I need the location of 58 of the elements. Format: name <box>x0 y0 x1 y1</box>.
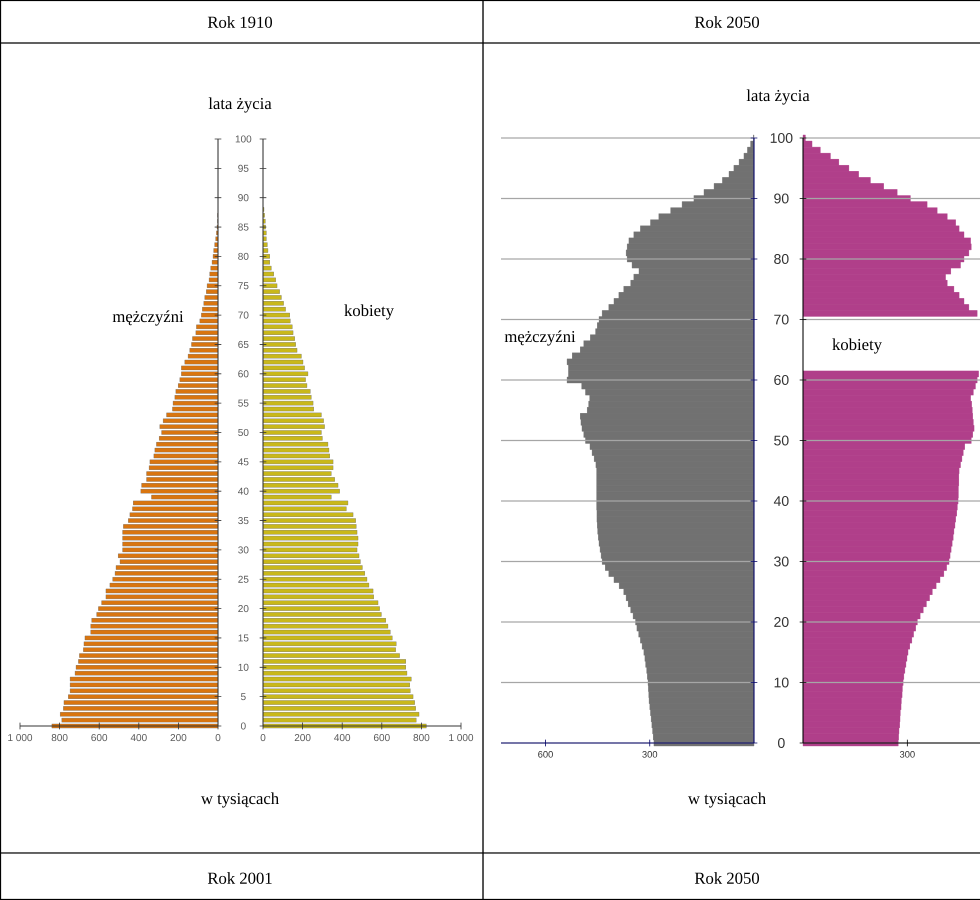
y-tick-label: 10 <box>774 678 789 688</box>
y-tick-label: 10 <box>238 664 248 671</box>
y-tick-label: 5 <box>240 693 246 700</box>
text: kobiety <box>344 304 394 320</box>
series-label: mężczyźni <box>504 330 576 346</box>
x-tick-label: 800 <box>414 734 430 742</box>
x-tick-label: 0 <box>260 734 266 742</box>
y-tick-label: 100 <box>770 133 792 143</box>
x-tick-label: 600 <box>91 734 108 742</box>
y-tick-label: 60 <box>774 375 789 385</box>
x-tick-label: 300 <box>900 751 915 758</box>
x-tick-label: 300 <box>642 751 658 758</box>
y-tick-label: 100 <box>236 135 252 143</box>
y-tick-label: 60 <box>238 370 248 378</box>
y-tick-label: 0 <box>240 722 246 730</box>
y-tick-label: 95 <box>238 164 248 172</box>
y-tick-label: 25 <box>238 576 248 583</box>
y-tick-label: 90 <box>238 194 248 202</box>
y-tick-label: 45 <box>238 458 248 466</box>
y-tick-label: 20 <box>774 617 789 627</box>
y-tick-label: 30 <box>774 556 789 566</box>
x-tick-label: 400 <box>334 734 350 742</box>
series-label: kobiety <box>832 338 882 354</box>
text: Rok 2050 <box>694 872 760 884</box>
x-tick-label: 800 <box>52 734 68 742</box>
x-tick-label: 1 000 <box>449 734 474 742</box>
y-axis-title: lata życia <box>746 89 810 105</box>
x-tick-label: 0 <box>216 734 220 742</box>
x-tick-label: 200 <box>170 734 186 742</box>
y-tick-label: 80 <box>774 254 789 264</box>
y-tick-label: 40 <box>238 488 248 495</box>
y-tick-label: 15 <box>238 634 248 642</box>
text: Rok 2001 <box>208 872 272 884</box>
chart-title: Rok 1910 <box>208 16 272 28</box>
chart-title: Rok 2050 <box>694 16 760 28</box>
y-tick-label: 20 <box>238 605 248 612</box>
x-tick-label: 400 <box>130 734 147 742</box>
y-tick-label: 75 <box>238 282 248 290</box>
y-tick-label: 50 <box>774 436 789 446</box>
x-tick-label: 200 <box>294 734 311 742</box>
x-tick-label: 600 <box>538 751 553 758</box>
y-tick-label: 80 <box>238 252 248 260</box>
y-tick-label: 70 <box>774 314 789 324</box>
x-axis-title: w tysiącach <box>688 792 766 808</box>
series-label: mężczyźni <box>112 310 184 326</box>
y-tick-label: 90 <box>774 194 789 204</box>
y-tick-label: 85 <box>238 224 248 231</box>
y-axis-title: lata życia <box>208 97 272 113</box>
y-tick-label: 65 <box>238 340 248 348</box>
y-tick-label: 70 <box>238 312 248 319</box>
x-axis-title: w tysiącach <box>200 792 279 808</box>
y-tick-label: 35 <box>238 517 248 524</box>
y-tick-label: 30 <box>238 546 248 554</box>
y-tick-label: 50 <box>238 428 248 436</box>
x-tick-label: 600 <box>374 734 390 742</box>
y-tick-label: 55 <box>238 400 248 407</box>
y-tick-label: 40 <box>774 496 789 506</box>
x-tick-label: 1 000 <box>8 734 32 742</box>
